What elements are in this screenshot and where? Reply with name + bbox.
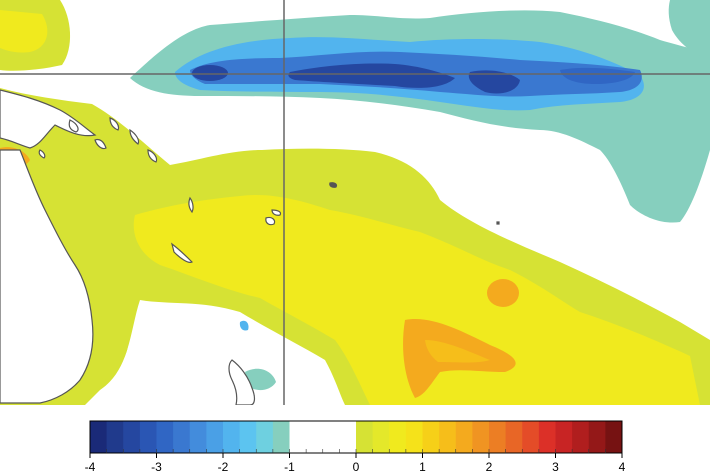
colorbar-cell <box>372 421 390 453</box>
colorbar-cell <box>306 421 324 453</box>
colorbar-cell <box>422 421 440 453</box>
colorbar-cell <box>139 421 157 453</box>
colorbar-tick-label: 2 <box>486 460 493 473</box>
colorbar-cell <box>572 421 590 453</box>
colorbar-cell <box>538 421 556 453</box>
colorbar-cell <box>405 421 423 453</box>
colorbar-cell <box>439 421 457 453</box>
colorbar-tick-label: 4 <box>619 460 626 473</box>
colorbar-cell <box>239 421 257 453</box>
new-guinea-landmass <box>0 89 97 149</box>
colorbar-tick-label: -4 <box>85 460 96 473</box>
land-masses <box>0 89 500 405</box>
colorbar-cell <box>189 421 207 453</box>
colorbar-cell <box>455 421 473 453</box>
colorbar-cell <box>256 421 274 453</box>
map-gridlines <box>0 0 710 405</box>
colorbar-cell <box>356 421 374 453</box>
colorbar-cell <box>489 421 507 453</box>
colorbar-cell <box>90 421 108 453</box>
new-caledonia <box>171 242 194 263</box>
colorbar-cell <box>389 421 407 453</box>
colorbar-cell <box>555 421 573 453</box>
colorbar-tick-label: -1 <box>284 460 295 473</box>
colorbar-cell <box>123 421 141 453</box>
colorbar-tick-label: -3 <box>151 460 162 473</box>
fiji-islands <box>265 216 276 226</box>
colorbar-cell <box>289 421 307 453</box>
colorbar-cell <box>505 421 523 453</box>
colorbar-tick-label: 3 <box>552 460 559 473</box>
anomaly-map <box>0 0 710 405</box>
australia-landmass <box>0 149 94 404</box>
colorbar-tick-label: 1 <box>419 460 426 473</box>
colorbar-cell <box>605 421 623 453</box>
colorbar-tick-label: 0 <box>353 460 360 473</box>
colorbar-tick-label: -2 <box>218 460 229 473</box>
colorbar-cell <box>156 421 174 453</box>
new-zealand-north-island <box>228 359 256 405</box>
colorbar-ticks: -4 -3 -2 -1 0 1 2 3 4 <box>85 449 626 473</box>
colorbar-cell <box>173 421 191 453</box>
colorbar-cell <box>272 421 290 453</box>
solomon-islands <box>94 138 107 150</box>
colorbar-cells <box>90 421 623 453</box>
colorbar-cell <box>588 421 606 453</box>
colorbar-cell <box>472 421 490 453</box>
positive-anomaly-field <box>0 0 710 405</box>
colorbar-cell <box>206 421 224 453</box>
colorbar-cell <box>223 421 241 453</box>
colorbar-cell <box>339 421 357 453</box>
colorbar-cell <box>522 421 540 453</box>
colorbar-cell <box>322 421 340 453</box>
colorbar: -4 -3 -2 -1 0 1 2 3 4 <box>85 420 626 473</box>
colorbar-cell <box>106 421 124 453</box>
